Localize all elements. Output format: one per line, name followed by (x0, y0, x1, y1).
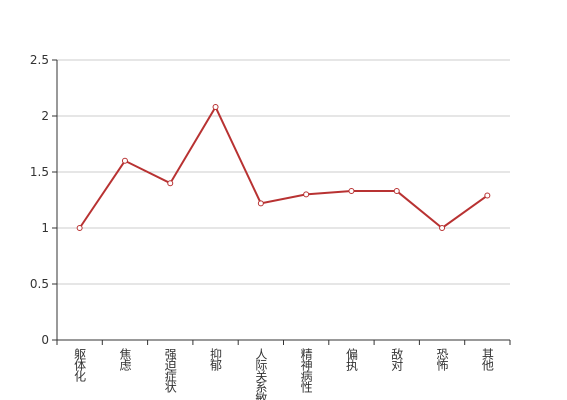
x-tick-label: 强迫症状 (163, 348, 177, 393)
x-tick-label: 躯体化 (73, 347, 87, 383)
data-point (348, 188, 355, 195)
y-tick-label: 2 (41, 109, 49, 123)
data-point (212, 104, 219, 111)
x-tick-label: 其他 (480, 348, 494, 371)
x-tick-label: 焦虑 (118, 348, 132, 371)
x-tick-label: 抑郁 (209, 347, 223, 372)
y-tick-label: 2.5 (30, 53, 49, 67)
y-tick-label: 1.5 (30, 165, 49, 179)
data-point (393, 188, 400, 195)
data-point (484, 192, 491, 199)
x-tick-label: 精神病性 (299, 348, 313, 394)
data-point (76, 225, 83, 231)
data-point (303, 191, 310, 198)
y-tick-label: 0.5 (30, 277, 49, 291)
series-line (78, 104, 488, 230)
data-point (439, 225, 446, 231)
data-point (257, 200, 264, 207)
x-tick-label: 恐怖 (435, 348, 449, 371)
y-tick-label: 0 (41, 333, 49, 347)
data-point (121, 157, 128, 164)
x-tick-label: 偏执 (344, 347, 358, 372)
x-tick-label: 人际关系敏感 (254, 348, 268, 400)
x-tick-label: 敌对 (390, 347, 404, 371)
data-point (167, 180, 174, 187)
y-tick-label: 1 (41, 221, 49, 235)
